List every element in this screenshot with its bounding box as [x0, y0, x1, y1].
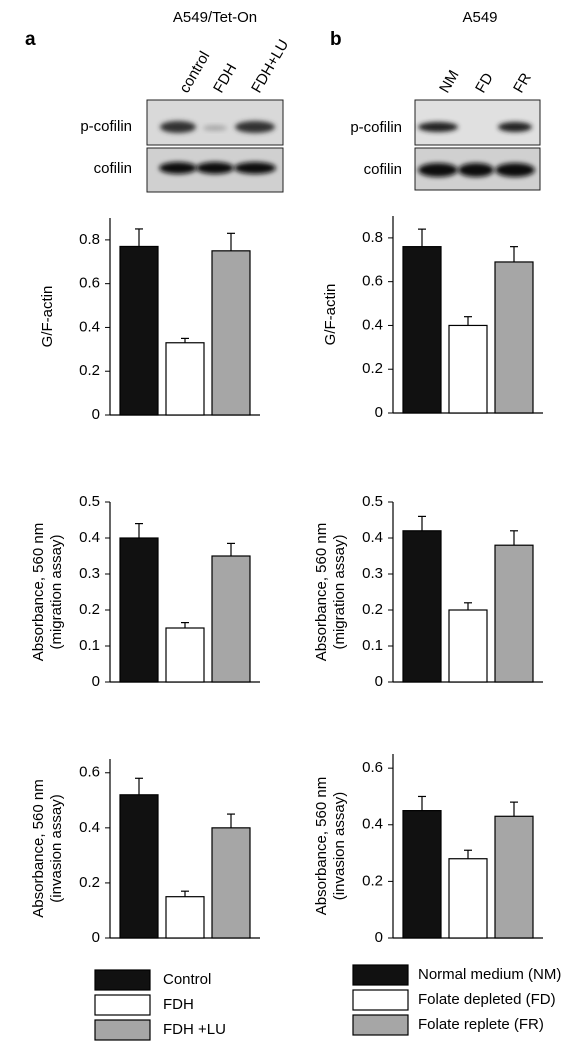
bar: [494, 261, 534, 414]
bar: [165, 627, 205, 683]
legend-swatch: [352, 1014, 409, 1036]
y-axis-label: (migration assay): [48, 534, 65, 649]
y-tick-label: 0.4: [362, 316, 383, 333]
panel-letter: a: [25, 29, 36, 50]
legend-label: Folate depleted (FD): [418, 991, 556, 1008]
y-tick-label: 0: [375, 929, 383, 946]
lane-label: control: [176, 48, 213, 95]
y-tick-label: 0.1: [362, 637, 383, 654]
y-tick-label: 0.1: [79, 637, 100, 654]
bar: [165, 896, 205, 939]
bar: [448, 609, 488, 683]
legend-label: FDH: [163, 996, 194, 1013]
y-axis-label: (invasion assay): [331, 792, 348, 900]
legend-swatch: [352, 989, 409, 1011]
bar: [119, 245, 159, 416]
lane-label: FD: [472, 70, 497, 96]
blot-row-label: p-cofilin: [350, 119, 402, 136]
y-axis-label: Absorbance, 560 nm: [30, 523, 47, 661]
bar: [494, 815, 534, 939]
y-tick-label: 0.2: [79, 601, 100, 618]
y-tick-label: 0: [92, 929, 100, 946]
y-axis-label: Absorbance, 560 nm: [313, 777, 330, 915]
bar: [211, 827, 251, 939]
blot-a: [146, 99, 284, 193]
lane-label: FR: [510, 70, 535, 96]
y-tick-label: 0.4: [362, 529, 383, 546]
y-tick-label: 0: [92, 673, 100, 690]
legend-swatch: [352, 964, 409, 986]
y-tick-label: 0.2: [79, 362, 100, 379]
y-tick-label: 0.8: [362, 229, 383, 246]
bar: [119, 794, 159, 939]
legend-label: Folate replete (FR): [418, 1016, 544, 1033]
y-tick-label: 0.6: [79, 764, 100, 781]
blot-row-label: p-cofilin: [80, 118, 132, 135]
y-tick-label: 0.6: [79, 275, 100, 292]
y-axis-label: Absorbance, 560 nm: [30, 779, 47, 917]
y-tick-label: 0.6: [362, 759, 383, 776]
y-tick-label: 0.2: [362, 601, 383, 618]
bar: [402, 810, 442, 939]
blot-b: [414, 99, 541, 191]
y-tick-label: 0.2: [362, 872, 383, 889]
y-tick-label: 0.5: [79, 493, 100, 510]
y-axis-label: G/F-actin: [322, 284, 339, 346]
y-axis-label: (migration assay): [331, 534, 348, 649]
legend-swatch: [94, 969, 151, 991]
y-tick-label: 0: [375, 673, 383, 690]
bar: [211, 250, 251, 416]
bar: [119, 537, 159, 683]
panel-letter: b: [330, 29, 342, 50]
bar: [402, 246, 442, 414]
bar: [165, 342, 205, 416]
y-tick-label: 0.6: [362, 273, 383, 290]
lane-label: FDH: [210, 61, 240, 96]
panel-title: A549: [462, 9, 497, 26]
y-tick-label: 0.4: [362, 816, 383, 833]
legend-label: Control: [163, 971, 211, 988]
bar: [494, 544, 534, 683]
blot-row-label: cofilin: [94, 160, 132, 177]
y-tick-label: 0.3: [79, 565, 100, 582]
y-axis-label: Absorbance, 560 nm: [313, 523, 330, 661]
legend-label: FDH +LU: [163, 1021, 226, 1038]
bar: [402, 530, 442, 683]
legend-swatch: [94, 994, 151, 1016]
y-tick-label: 0.2: [362, 360, 383, 377]
bar: [448, 858, 488, 939]
y-tick-label: 0.4: [79, 529, 100, 546]
bar: [448, 324, 488, 414]
y-tick-label: 0.5: [362, 493, 383, 510]
y-tick-label: 0.3: [362, 565, 383, 582]
y-axis-label: (invasion assay): [48, 794, 65, 902]
y-tick-label: 0.4: [79, 318, 100, 335]
y-axis-label: G/F-actin: [39, 286, 56, 348]
panel-title: A549/Tet-On: [173, 9, 257, 26]
y-tick-label: 0.2: [79, 874, 100, 891]
bar: [211, 555, 251, 683]
y-tick-label: 0.8: [79, 231, 100, 248]
legend-swatch: [94, 1019, 151, 1041]
y-tick-label: 0: [92, 406, 100, 423]
y-tick-label: 0.4: [79, 819, 100, 836]
lane-label: FDH+LU: [248, 37, 292, 96]
y-tick-label: 0: [375, 404, 383, 421]
blot-row-label: cofilin: [364, 161, 402, 178]
legend-label: Normal medium (NM): [418, 966, 561, 983]
lane-label: NM: [436, 67, 462, 96]
